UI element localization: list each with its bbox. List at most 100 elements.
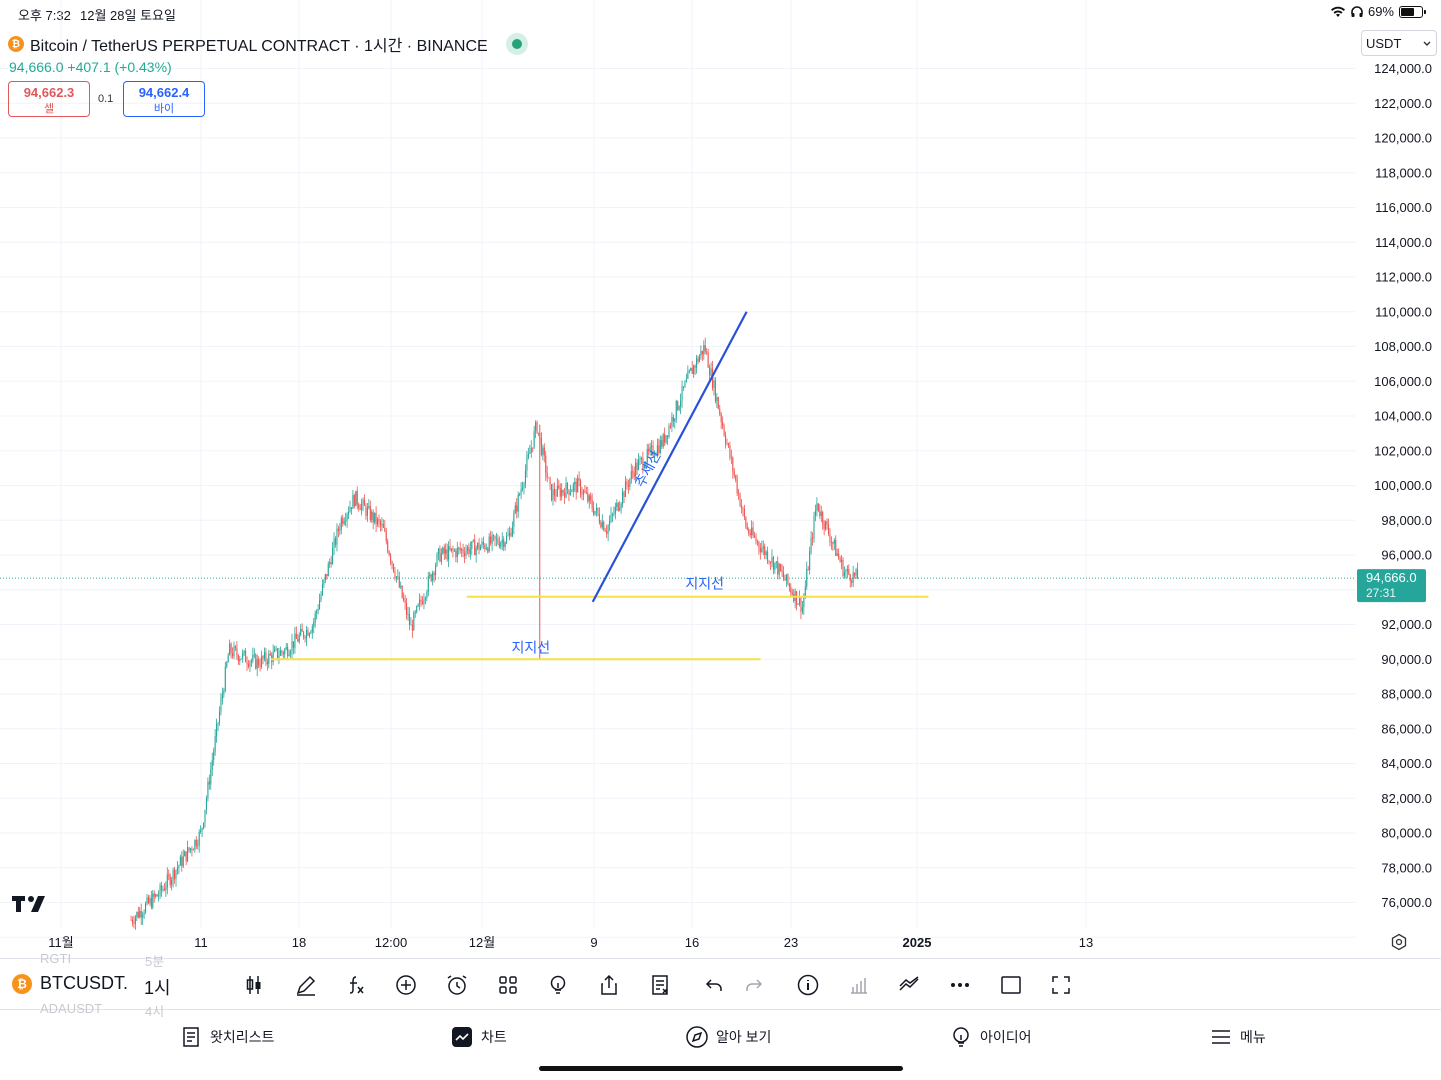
candle-body	[671, 416, 673, 427]
nav-menu[interactable]: 메뉴	[1210, 1026, 1266, 1048]
symbol-header[interactable]: ₿ Bitcoin / TetherUS PERPETUAL CONTRACT …	[8, 32, 528, 56]
candle-body	[751, 527, 753, 536]
candle-body	[590, 495, 592, 500]
nav-ideas[interactable]: 아이디어	[950, 1026, 1032, 1048]
candle-body	[472, 540, 474, 542]
candle-body	[272, 651, 274, 662]
candle-body	[262, 656, 264, 659]
candle-body	[477, 542, 479, 548]
time-axis-label: 23	[784, 935, 798, 950]
nav-chart[interactable]: 차트	[451, 1026, 507, 1048]
candle-body	[140, 910, 142, 918]
price-chart[interactable]: 124,000.0 122,000.0 120,000.0 118,000.0 116,…	[0, 0, 1441, 958]
candle-body	[578, 478, 580, 481]
candle-body	[748, 529, 750, 534]
financials-button[interactable]	[845, 971, 873, 999]
fullscreen-button[interactable]	[1047, 971, 1075, 999]
interval-picker[interactable]: 1시	[144, 978, 171, 998]
candle-body	[639, 458, 641, 461]
candle-body	[582, 490, 584, 495]
candle-body	[316, 611, 318, 614]
candle-body	[842, 559, 844, 576]
candle-body	[501, 539, 503, 543]
currency-select[interactable]: USDT	[1361, 30, 1437, 56]
notes-button[interactable]	[646, 971, 674, 999]
more-button[interactable]	[946, 971, 974, 999]
support-label: 지지선	[511, 640, 550, 656]
buy-button[interactable]: 94,662.4 바이	[123, 81, 205, 117]
candle-body	[517, 494, 519, 512]
symbol-info-button[interactable]	[794, 971, 822, 999]
candle-body	[693, 365, 695, 375]
candle-body	[368, 505, 370, 508]
candle-body	[464, 553, 466, 556]
candle-body	[601, 521, 603, 528]
price-change: 94,666.0 +407.1 (+0.43%)	[9, 59, 172, 75]
candle-body	[426, 592, 428, 598]
nav-watchlist-label: 왓치리스트	[210, 1029, 275, 1045]
candle-body	[756, 541, 758, 543]
candle-body	[437, 548, 439, 554]
candle-body	[542, 447, 544, 455]
candle-body	[155, 894, 157, 897]
candle-body	[482, 541, 484, 545]
share-button[interactable]	[595, 971, 623, 999]
candle-body	[166, 874, 168, 888]
candle-body	[133, 922, 135, 924]
candle-body	[566, 483, 569, 490]
candle-body	[585, 492, 587, 494]
candle-body	[813, 516, 815, 539]
candle-body	[642, 458, 644, 469]
time-axis-label: 12월	[469, 935, 495, 950]
candle-body	[798, 598, 801, 604]
candle-body	[295, 633, 297, 639]
time-axis-label: 11월	[48, 935, 73, 950]
indicators-button[interactable]	[342, 971, 370, 999]
candle-body	[332, 548, 334, 565]
price-axis-label: 80,000.0	[1381, 826, 1432, 841]
candle-body	[453, 550, 455, 552]
compare-button[interactable]	[392, 971, 420, 999]
candle-body	[513, 513, 515, 527]
candle-body	[365, 505, 367, 516]
more-icon	[951, 983, 969, 987]
candle-body	[498, 543, 500, 547]
candle-body	[717, 397, 719, 409]
candle-body	[458, 547, 460, 549]
currency-value: USDT	[1366, 36, 1402, 51]
layout-button[interactable]	[494, 971, 522, 999]
candle-body	[849, 574, 851, 582]
ideas-button[interactable]	[544, 971, 572, 999]
window-button[interactable]	[997, 971, 1025, 999]
candle-body	[745, 517, 747, 527]
chart-settings-icon[interactable]	[1390, 933, 1408, 951]
candle-body	[421, 601, 424, 604]
candle-body	[287, 646, 289, 656]
candle-body	[768, 561, 770, 563]
candle-body	[606, 531, 608, 534]
nav-explore[interactable]: 알아 보기	[686, 1026, 771, 1048]
undo-button[interactable]	[700, 971, 728, 999]
candle-body	[240, 658, 242, 660]
candle-body	[449, 546, 451, 550]
trading-button[interactable]	[895, 971, 923, 999]
candle-type-button[interactable]	[240, 971, 268, 999]
fullscreen-icon	[1052, 976, 1070, 994]
candle-body	[291, 641, 293, 652]
sell-button[interactable]: 94,662.3 셀	[8, 81, 90, 117]
symbol-picker[interactable]: ₿ BTCUSDT.	[12, 973, 128, 994]
candle-body	[643, 466, 645, 469]
price-tag-bg	[1357, 569, 1426, 603]
candle-body	[327, 563, 329, 577]
candle-body	[519, 494, 521, 496]
drawing-tools-button[interactable]	[292, 971, 320, 999]
alert-button[interactable]	[443, 971, 471, 999]
candle-body	[398, 576, 400, 588]
candle-body	[814, 510, 816, 517]
candle-body	[223, 691, 225, 695]
candle-body	[488, 536, 490, 552]
redo-button[interactable]	[740, 971, 768, 999]
candle-body	[565, 483, 567, 498]
candle-body	[230, 643, 232, 654]
nav-watchlist[interactable]: 왓치리스트	[180, 1026, 274, 1048]
